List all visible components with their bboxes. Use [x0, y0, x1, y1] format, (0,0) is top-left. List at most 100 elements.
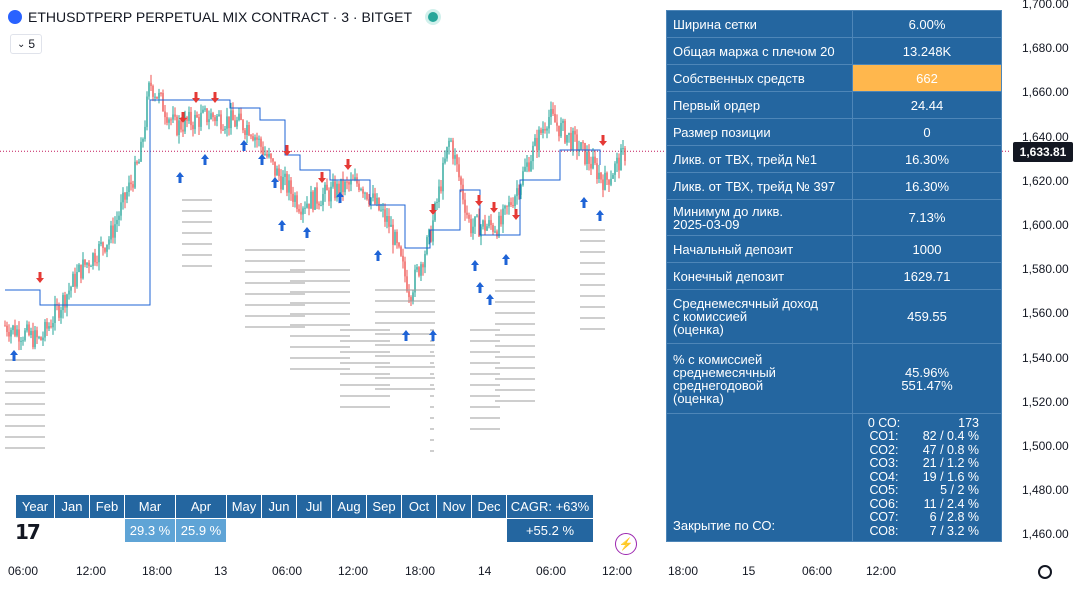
candle-body [420, 264, 422, 276]
candle-body [512, 205, 514, 207]
candle-body [312, 191, 314, 210]
candle-body [222, 129, 224, 131]
candle-body [400, 246, 402, 256]
candlestick-chart[interactable] [0, 0, 1010, 560]
candle-body [26, 324, 28, 331]
candle-body [380, 209, 382, 211]
candle-body [198, 117, 200, 127]
candle-body [278, 168, 280, 177]
candle-body [12, 325, 14, 331]
candle-body [8, 331, 10, 337]
candle-body [178, 120, 180, 136]
candle-body [484, 220, 486, 231]
stats-value: 13.248K [852, 37, 1002, 65]
chart-pane[interactable] [0, 0, 1010, 560]
price-tick-label: 1,580.00 [1022, 262, 1069, 277]
candle-body [456, 155, 458, 165]
co-entry: СО2: 47 / 0.8 % [869, 442, 979, 457]
candle-body [196, 114, 198, 118]
candle-body [334, 181, 336, 199]
candle-body [104, 247, 106, 252]
lightning-icon[interactable]: ⚡ [615, 533, 637, 555]
month-header: Year [16, 495, 54, 518]
buy-arrow-icon [201, 154, 209, 165]
candle-body [116, 219, 118, 225]
candle-body [176, 116, 178, 136]
candle-body [610, 178, 612, 185]
candle-body [136, 161, 138, 164]
month-header: Aug [332, 495, 366, 518]
candle-body [476, 215, 478, 217]
candle-body [498, 215, 500, 237]
candle-body [58, 305, 60, 318]
candle-body [238, 113, 240, 121]
candle-body [110, 225, 112, 240]
candle-body [374, 193, 376, 204]
candle-body [368, 199, 370, 205]
candle-body [182, 129, 184, 132]
candle-body [146, 96, 148, 127]
candle-body [472, 226, 474, 234]
candle-body [86, 262, 88, 265]
candle-body [172, 114, 174, 120]
candle-body [558, 125, 560, 137]
candle-body [132, 184, 134, 188]
price-tick-label: 1,600.00 [1022, 218, 1069, 232]
candle-body [270, 153, 272, 159]
candle-body [572, 130, 574, 150]
candle-body [46, 322, 48, 329]
month-header: Sep [367, 495, 401, 518]
time-axis[interactable]: 06:00 12:00 18:00 13 06:00 12:00 18:00 14 06:00 1… [0, 560, 1078, 589]
settings-icon[interactable] [1038, 565, 1052, 579]
candle-body [524, 166, 526, 172]
candle-body [250, 135, 252, 137]
candle-body [588, 151, 590, 164]
buy-arrow-icon [278, 220, 286, 231]
symbol-title[interactable]: ETHUSDTPERP PERPETUAL MIX CONTRACT · 3 ·… [28, 9, 413, 25]
candle-body [568, 132, 570, 135]
interval-value: 5 [28, 37, 36, 51]
candle-body [246, 125, 248, 135]
candle-body [530, 161, 532, 171]
sell-arrow-icon [344, 159, 352, 170]
co-entry: СО5: 5 / 2 % [869, 483, 979, 498]
closing-co-row: Закрытие по СО: 0 СО: 173 СО1: 82 / 0.4 % СО2… [666, 413, 1002, 542]
candle-body [608, 179, 610, 185]
stats-row: Ликв. от ТВХ, трейд №1 16.30% [666, 145, 1002, 173]
candle-body [298, 208, 300, 212]
candle-body [358, 183, 360, 190]
interval-toggle-button[interactable]: ⌄ 5 [10, 34, 42, 54]
candle-body [16, 329, 18, 336]
symbol-header[interactable]: ETHUSDTPERP PERPETUAL MIX CONTRACT · 3 ·… [8, 9, 439, 25]
candle-body [606, 172, 608, 180]
sell-arrow-icon [36, 272, 44, 283]
co-entry: СО1: 82 / 0.4 % [869, 429, 979, 444]
buy-arrow-icon [471, 260, 479, 271]
candle-body [508, 202, 510, 207]
stats-row: Общая маржа с плечом 20 13.248K [666, 37, 1002, 65]
co-entry: СО8: 7 / 3.2 % [869, 523, 979, 538]
candle-body [534, 137, 536, 146]
co-entry: СО3: 21 / 1.2 % [869, 456, 979, 471]
stats-label: Среднемесячный доход с комиссией (оценка… [666, 289, 853, 344]
tradingview-logo-icon[interactable]: 17 [15, 520, 41, 544]
candle-body [392, 224, 394, 245]
candle-body [518, 188, 520, 195]
month-header: Jul [297, 495, 331, 518]
candle-body [564, 120, 566, 143]
candle-body [364, 192, 366, 194]
stats-value: 0 [852, 118, 1002, 146]
candle-body [412, 292, 414, 301]
candle-body [150, 82, 152, 86]
candle-body [436, 202, 438, 204]
candle-body [148, 82, 150, 97]
price-axis[interactable]: 1,700.00 1,680.00 1,660.00 1,640.00 1,620.00… [1010, 0, 1078, 560]
sell-arrow-icon [475, 195, 483, 206]
candle-body [324, 184, 326, 195]
candle-body [300, 211, 302, 215]
candle-body [440, 186, 442, 192]
candle-body [486, 226, 488, 231]
candle-body [532, 145, 534, 162]
candle-body [230, 110, 232, 129]
candle-body [70, 286, 72, 291]
